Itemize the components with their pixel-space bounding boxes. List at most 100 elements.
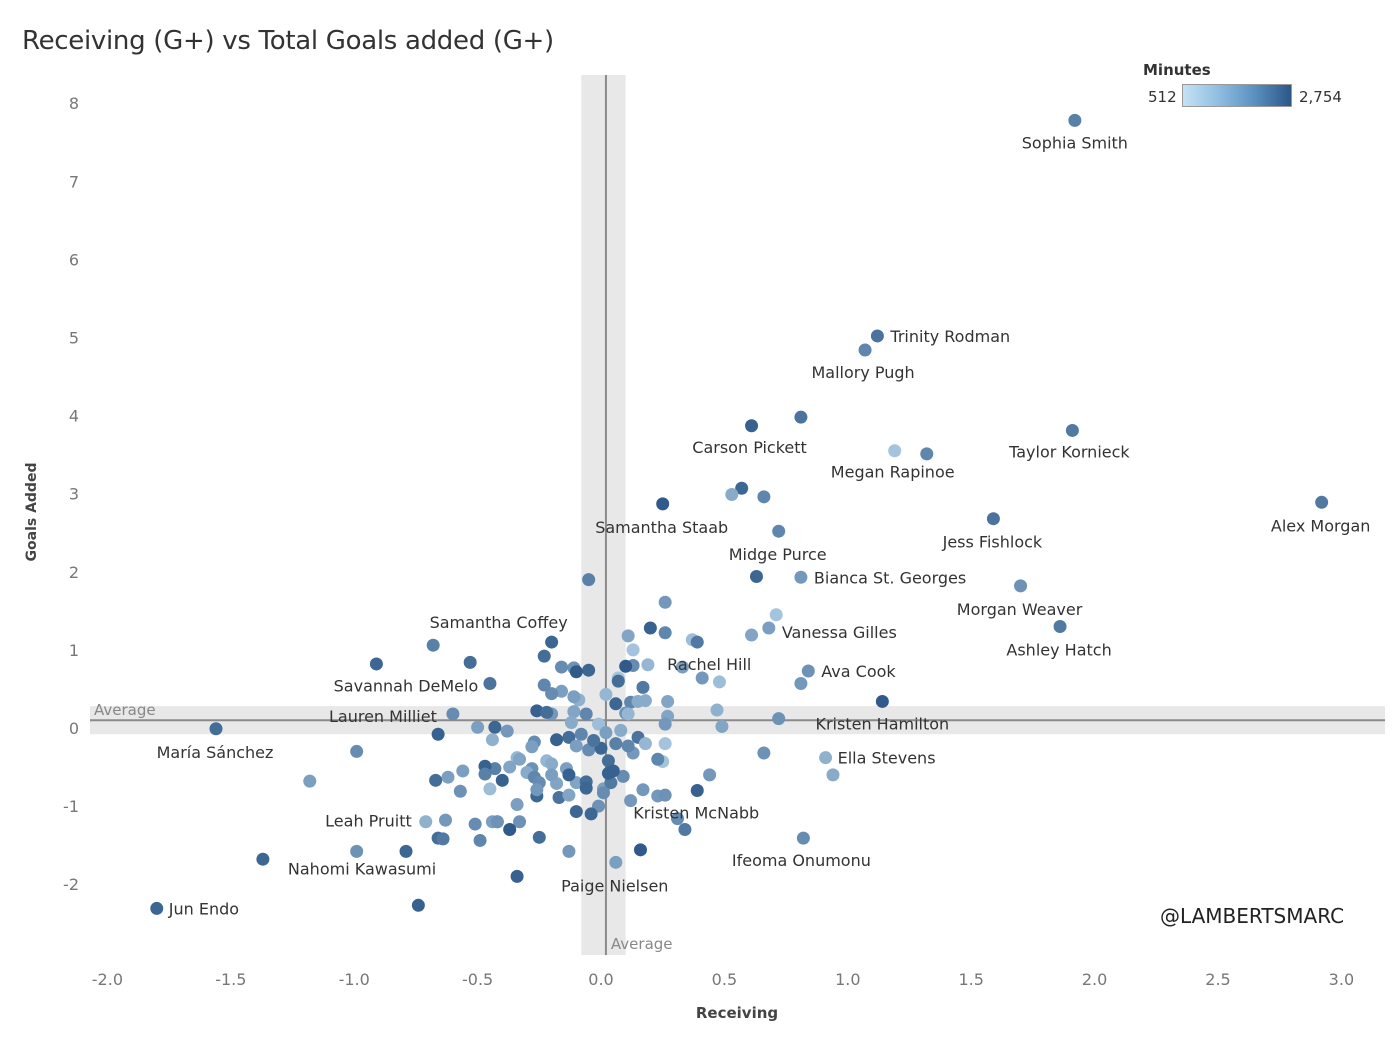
data-point [513, 752, 527, 766]
x-tick-label: 1.0 [835, 970, 860, 989]
point-label: Samantha Staab [595, 518, 728, 537]
y-tick-label: 5 [69, 329, 79, 348]
chart-title: Receiving (G+) vs Total Goals added (G+) [22, 26, 554, 56]
data-point [599, 726, 613, 740]
data-point [641, 658, 655, 672]
data-point [500, 724, 514, 738]
x-tick-label: 0.5 [712, 970, 737, 989]
point-label: Lauren Milliet [329, 707, 437, 726]
data-point [619, 659, 633, 673]
data-point [606, 764, 620, 778]
data-point [592, 717, 606, 731]
data-point [582, 663, 596, 677]
watermark: @LAMBERTSMARC [1160, 904, 1345, 928]
data-point [614, 723, 628, 737]
data-point [369, 657, 383, 671]
data-point [616, 769, 630, 783]
data-point [633, 843, 647, 857]
data-point [772, 712, 786, 726]
data-point [621, 739, 635, 753]
data-point [525, 740, 539, 754]
x-tick-label: 2.5 [1205, 970, 1230, 989]
data-point-labeled [656, 497, 670, 511]
data-point [468, 817, 482, 831]
data-point [562, 844, 576, 858]
data-point [671, 812, 685, 826]
data-point [530, 783, 544, 797]
data-point [599, 687, 613, 701]
data-point [530, 704, 544, 718]
point-label: Rachel Hill [667, 655, 751, 674]
point-label: Ashley Hatch [1006, 640, 1111, 659]
data-point [609, 737, 623, 751]
data-point-labeled [545, 635, 559, 649]
point-label: Megan Rapinoe [831, 463, 955, 482]
y-average-label: Average [94, 701, 156, 719]
y-tick-label: 8 [69, 94, 79, 113]
data-point [794, 410, 808, 424]
data-point-labeled [801, 664, 815, 678]
data-point [579, 781, 593, 795]
y-tick-label: 3 [69, 485, 79, 504]
data-point [661, 694, 675, 708]
data-point [626, 643, 640, 657]
point-label: Ava Cook [821, 662, 896, 681]
y-tick-label: -2 [63, 875, 79, 894]
data-point [562, 788, 576, 802]
point-label: Vanessa Gilles [782, 623, 897, 642]
data-point [601, 754, 615, 768]
data-point [510, 798, 524, 812]
data-point [651, 752, 665, 766]
data-point [429, 773, 443, 787]
point-label: Carson Pickett [692, 438, 807, 457]
data-point-labeled [794, 570, 808, 584]
point-label: Jess Fishlock [942, 533, 1043, 552]
data-point-labeled [483, 676, 497, 690]
data-point [638, 737, 652, 751]
data-point-labeled [1053, 619, 1067, 633]
y-tick-label: 1 [69, 641, 79, 660]
x-tick-label: -2.0 [92, 970, 123, 989]
data-point [441, 770, 455, 784]
point-label: Alex Morgan [1271, 516, 1371, 535]
data-point [769, 608, 783, 622]
x-average-band [581, 75, 626, 955]
data-point [431, 727, 445, 741]
data-point [303, 774, 317, 788]
data-point [555, 660, 569, 674]
data-point [471, 720, 485, 734]
y-tick-label: 0 [69, 719, 79, 738]
data-point [545, 687, 559, 701]
data-point [609, 697, 623, 711]
data-point-labeled [150, 901, 164, 915]
point-label: Ifeoma Onumonu [732, 851, 871, 870]
data-point-labeled [690, 783, 704, 797]
point-label: Taylor Kornieck [1008, 442, 1130, 461]
data-point-labeled [762, 621, 776, 635]
data-point [550, 733, 564, 747]
data-point [485, 733, 499, 747]
data-point-labeled [819, 751, 833, 765]
point-label: Paige Nielsen [561, 876, 668, 895]
data-point [749, 569, 763, 583]
point-label: María Sánchez [157, 743, 274, 762]
data-point [710, 703, 724, 717]
data-point-labeled [875, 694, 889, 708]
point-label: Savannah DeMelo [334, 676, 479, 695]
y-tick-label: 6 [69, 250, 79, 269]
data-point [658, 626, 672, 640]
x-tick-label: -1.5 [215, 970, 246, 989]
data-point [621, 707, 635, 721]
data-point [735, 481, 749, 495]
y-tick-label: 7 [69, 172, 79, 191]
data-point [503, 760, 517, 774]
data-point [456, 764, 470, 778]
point-label: Ella Stevens [838, 749, 936, 768]
data-point [555, 684, 569, 698]
data-point [695, 671, 709, 685]
color-legend-bar [1182, 84, 1292, 107]
data-point [582, 573, 596, 587]
data-point [624, 794, 638, 808]
data-point [436, 832, 450, 846]
data-point-labeled [1014, 579, 1028, 593]
